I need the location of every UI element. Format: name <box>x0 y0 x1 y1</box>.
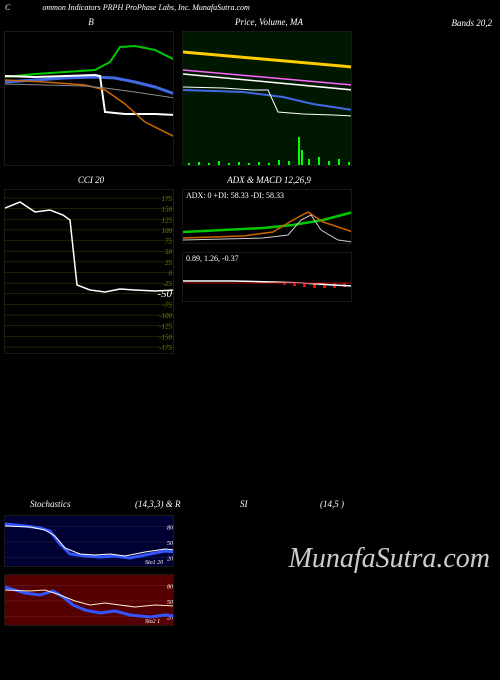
svg-text:50: 50 <box>167 541 173 547</box>
svg-text:Sto1 20: Sto1 20 <box>145 560 163 566</box>
panel-stoch-top-chart: 80 50 20 Sto1 20 <box>4 515 174 567</box>
panel-b-title: B <box>4 17 178 31</box>
svg-text:50: 50 <box>165 248 173 256</box>
svg-text:100: 100 <box>162 227 173 235</box>
svg-text:125: 125 <box>162 216 173 224</box>
svg-text:25: 25 <box>165 259 173 267</box>
svg-text:0: 0 <box>169 270 173 278</box>
panel-stoch-bot-chart: 805020Sto2 1 <box>4 574 174 626</box>
panel-b-chart <box>4 31 174 166</box>
stoch-title-left: Stochastics <box>30 499 71 509</box>
panel-adxmacd-title: ADX & MACD 12,26,9 <box>182 175 356 189</box>
bands-label: Bands 20,2 <box>452 18 493 28</box>
svg-text:80: 80 <box>167 584 173 590</box>
svg-text:-75: -75 <box>163 301 173 309</box>
macd-values-label: 0.89, 1.26, -0.37 <box>186 254 239 263</box>
page-header: C ommon Indicators PRPH ProPhase Labs, I… <box>0 0 500 15</box>
svg-text:150: 150 <box>162 206 173 214</box>
header-text: ommon Indicators PRPH ProPhase Labs, Inc… <box>42 3 249 12</box>
svg-text:175: 175 <box>162 195 173 203</box>
svg-text:-175: -175 <box>159 344 172 352</box>
svg-text:Sto2 1: Sto2 1 <box>145 619 160 625</box>
panel-cci-title: CCI 20 <box>4 175 178 189</box>
svg-text:-100: -100 <box>159 312 172 320</box>
stoch-title-si: SI <box>240 499 248 509</box>
panel-price-chart <box>182 31 352 166</box>
stoch-title-mid: (14,3,3) & R <box>135 499 181 509</box>
adx-values-label: ADX: 0 +DI: 58.33 -DI: 58.33 <box>186 191 284 200</box>
watermark-text: MunafaSutra.com <box>289 543 490 575</box>
svg-text:20: 20 <box>167 557 173 563</box>
header-left: C <box>5 3 10 12</box>
panel-cci-chart: 1751501251007550250-25-50-75-100-125-150… <box>4 189 174 354</box>
stoch-title-right: (14,5 ) <box>320 499 344 509</box>
panel-price-title: Price, Volume, MA <box>182 17 356 31</box>
svg-text:80: 80 <box>167 525 173 531</box>
svg-text:75: 75 <box>165 238 173 246</box>
svg-text:-150: -150 <box>159 333 172 341</box>
svg-text:-125: -125 <box>159 323 172 331</box>
svg-text:50: 50 <box>167 600 173 606</box>
